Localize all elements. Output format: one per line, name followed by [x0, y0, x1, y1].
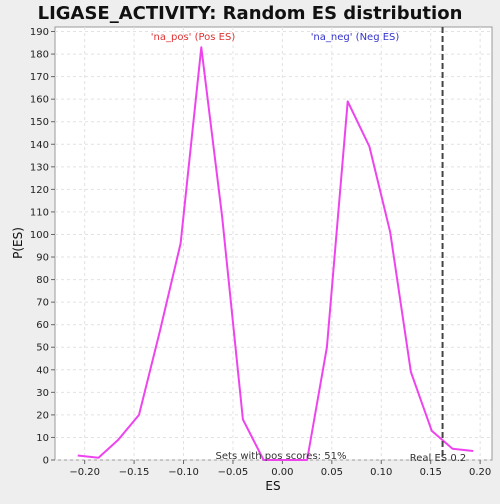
- y-tick-label: 110: [30, 207, 49, 218]
- y-tick-label: 120: [30, 185, 49, 196]
- y-tick-label: 90: [36, 253, 49, 264]
- x-tick-label: 0.20: [469, 467, 491, 478]
- y-tick-label: 20: [36, 410, 49, 421]
- y-tick-label: 190: [30, 27, 49, 38]
- es-distribution-line: [77, 46, 474, 461]
- y-tick-label: 180: [30, 50, 49, 61]
- y-tick-label: 0: [43, 456, 49, 467]
- plot-area: [54, 26, 493, 461]
- x-tick-label: 0.05: [321, 467, 343, 478]
- y-tick-label: 100: [30, 230, 49, 241]
- neg-es-label: 'na_neg' (Neg ES): [311, 32, 400, 43]
- x-axis-label: ES: [265, 479, 280, 493]
- y-tick-label: 30: [36, 388, 49, 399]
- y-tick-label: 80: [36, 275, 49, 286]
- sets-with-pos-scores: Sets with pos scores: 51%: [216, 451, 347, 462]
- chart-title: LIGASE_ACTIVITY: Random ES distribution: [38, 3, 463, 24]
- x-tick-label: −0.10: [168, 467, 199, 478]
- y-tick-label: 70: [36, 298, 49, 309]
- x-tick-label: −0.20: [69, 467, 100, 478]
- series: [77, 46, 474, 461]
- x-tick-label: −0.15: [119, 467, 150, 478]
- x-tick-label: 0.10: [370, 467, 392, 478]
- y-tick-label: 10: [36, 433, 49, 444]
- y-tick-label: 160: [30, 95, 49, 106]
- x-tick-label: −0.05: [218, 467, 249, 478]
- y-tick-label: 170: [30, 72, 49, 83]
- grid: [55, 27, 492, 461]
- y-tick-label: 150: [30, 117, 49, 128]
- y-tick-label: 140: [30, 140, 49, 151]
- y-axis: 0 10 20 30 40 50 60 70 80 90 100 110 120 130 140 150 160…: [30, 27, 55, 467]
- y-tick-label: 50: [36, 343, 49, 354]
- y-tick-label: 40: [36, 365, 49, 376]
- real-es-label: Real ES 0.2: [410, 453, 466, 464]
- x-tick-label: 0.15: [420, 467, 442, 478]
- x-tick-label: 0.00: [271, 467, 293, 478]
- y-tick-label: 130: [30, 162, 49, 173]
- y-axis-label: P(ES): [11, 227, 25, 259]
- x-axis: −0.20 −0.15 −0.10 −0.05 0.00 0.05 0.10 0.15 0.20: [69, 460, 491, 478]
- y-tick-label: 60: [36, 320, 49, 331]
- pos-es-label: 'na_pos' (Pos ES): [151, 32, 236, 43]
